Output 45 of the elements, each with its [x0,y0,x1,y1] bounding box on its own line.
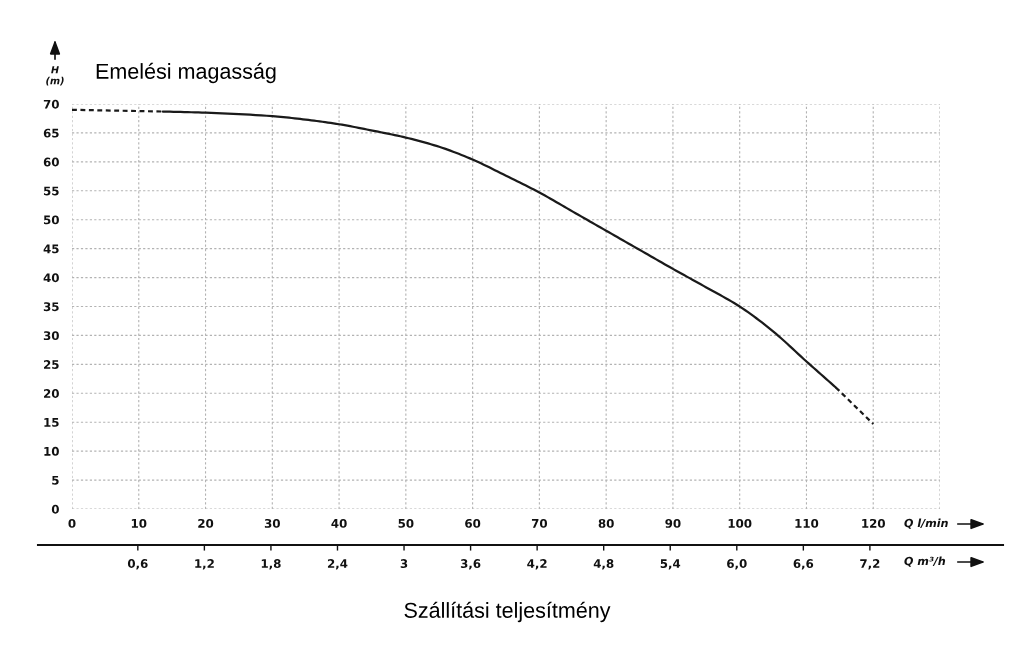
y-tick-label: 5 [52,475,59,485]
x2-tick-label: 1,2 [195,559,214,570]
y-tick-label: 70 [43,99,59,109]
y-axis-title: H (m) [46,66,64,86]
y-tick-label: 20 [44,389,59,398]
x-tick-label: 120 [862,518,885,528]
x-tick-label: 60 [465,518,481,528]
y-tick-label: 15 [44,418,59,427]
x-tick-label: 110 [795,518,819,528]
y-tick-label: 40 [43,273,59,283]
x2-tick-label: 1,8 [261,559,281,570]
text: Szállítási teljesítmény [404,601,611,623]
x2-tick-label: 2,4 [327,559,348,570]
y-tick-label: 0 [51,504,59,514]
x2-tick-label: 4,2 [527,559,547,570]
x2-tick-label: 6,6 [793,559,814,570]
y-tick-label: 25 [44,360,59,370]
y-tick-label: 65 [43,128,59,138]
x-tick-label: 90 [665,518,681,528]
x-tick-label: 70 [531,518,548,528]
x2-tick-label: 0,6 [127,559,148,570]
x-axis-title: Q l/min [904,518,948,529]
x2-axis-title: Q m³/h [904,556,946,567]
x2-tick-label: 6,0 [727,559,747,570]
y-tick-label: 30 [43,331,59,341]
x-tick-label: 10 [131,518,147,528]
x2-tick-label: 7,2 [860,559,880,570]
x-tick-label: 50 [398,518,414,528]
y-tick-label: 45 [43,244,59,254]
y-tick-label: 10 [44,446,59,456]
y-tick-label: 55 [43,186,59,196]
x2-tick-label: 3 [400,559,408,569]
y-tick-label: 50 [43,215,59,225]
x2-tick-label: 5,4 [660,559,681,570]
y-tick-label: 35 [43,302,59,312]
text: Emelési magasság [96,62,276,84]
x-tick-label: 0 [68,518,76,528]
x2-tick-label: 4,8 [593,559,614,570]
x-tick-label: 80 [598,518,614,528]
x2-tick-label: 3,6 [460,559,481,570]
x-tick-label: 20 [198,518,214,528]
x-tick-label: 40 [331,518,347,528]
x-tick-label: 30 [264,518,280,528]
x-tick-label: 100 [728,518,752,528]
y-tick-label: 60 [43,157,59,167]
